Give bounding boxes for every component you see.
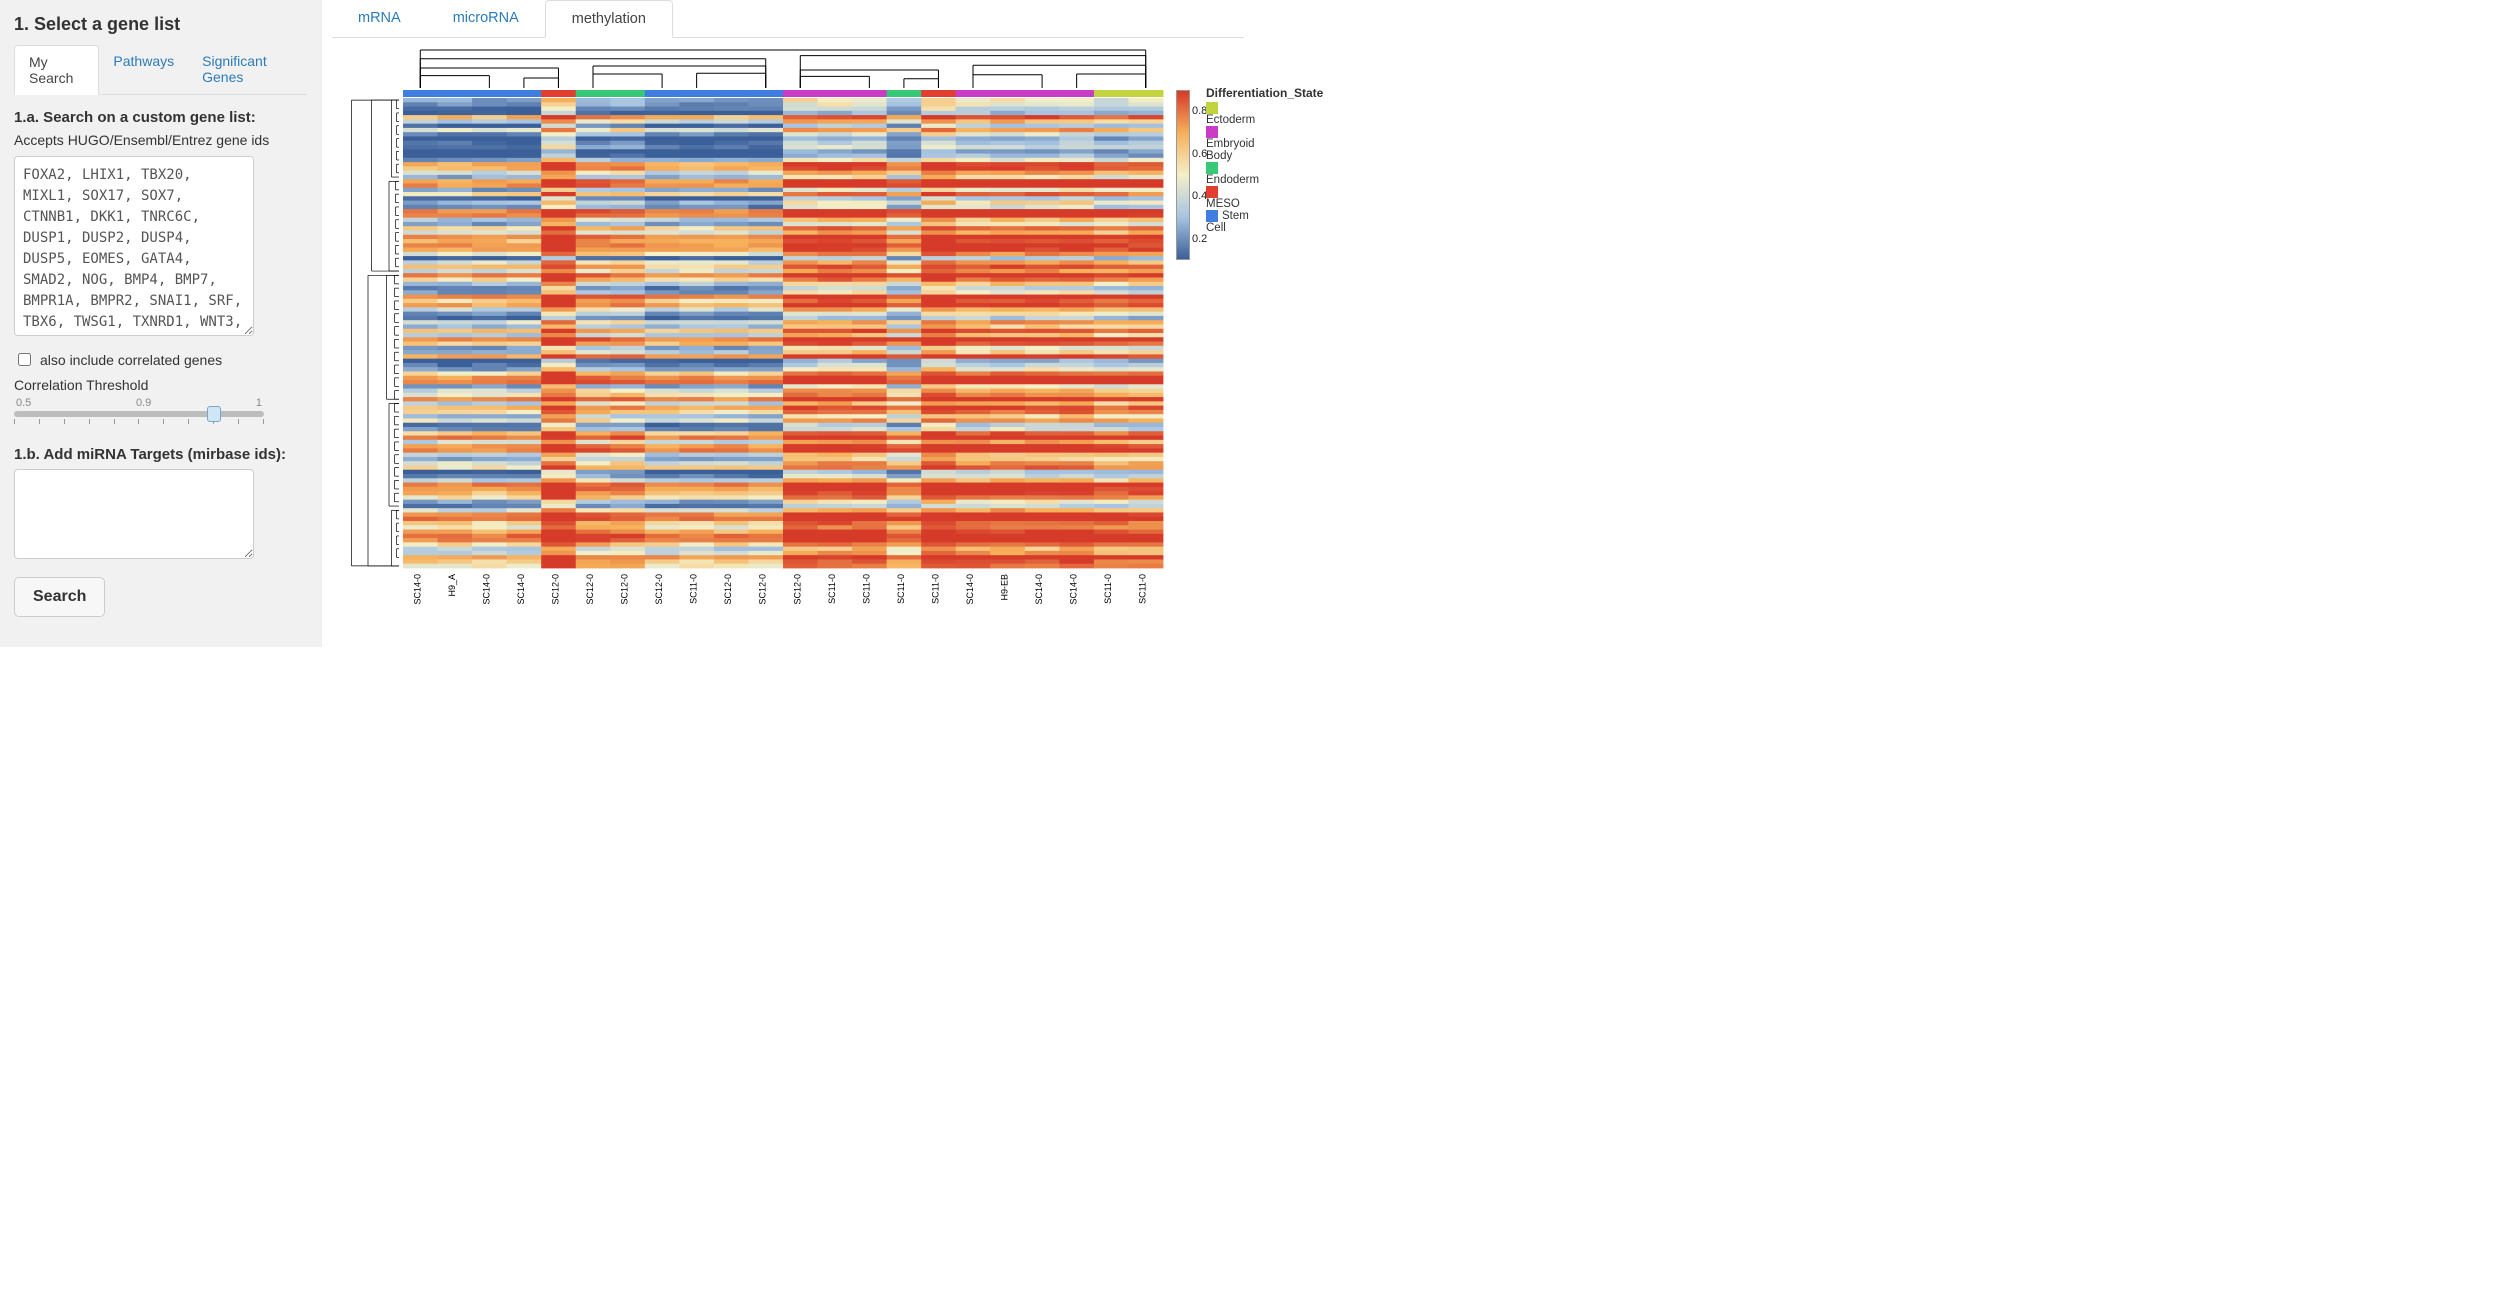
main-tab-methylation[interactable]: methylation: [545, 0, 673, 38]
svg-text:SC12-0: SC12-0: [758, 574, 768, 605]
svg-text:SC12-0: SC12-0: [585, 574, 595, 605]
svg-text:SC14-0: SC14-0: [481, 574, 491, 605]
correlation-threshold-label: Correlation Threshold: [14, 377, 307, 393]
svg-text:H9_A: H9_A: [447, 574, 457, 597]
main-tabs: mRNA microRNA methylation: [332, 0, 1244, 38]
main-tab-microrna[interactable]: microRNA: [427, 0, 545, 37]
svg-text:SC12-0: SC12-0: [620, 574, 630, 605]
section-1b-heading: 1.b. Add miRNA Targets (mirbase ids):: [14, 446, 307, 463]
include-correlated-checkbox[interactable]: [18, 353, 31, 366]
svg-text:SC12-0: SC12-0: [654, 574, 664, 605]
slider-min-label: 0.5: [16, 397, 31, 409]
section-1-title: 1. Select a gene list: [14, 14, 307, 35]
section-1a-heading: 1.a. Search on a custom gene list:: [14, 109, 307, 126]
svg-text:SC11-0: SC11-0: [1103, 574, 1113, 604]
heatmap-container: SC14-0 H9_A SC14-0 SC14-0 SC12-0 SC12-0 SC12-0…: [332, 46, 1252, 628]
colorbar: 0.20.40.60.8: [1176, 90, 1190, 260]
svg-text:SC11-0: SC11-0: [930, 574, 940, 604]
svg-text:SC14-0: SC14-0: [412, 574, 422, 605]
main-tab-mrna[interactable]: mRNA: [332, 0, 427, 37]
annotation-legend: Differentiation_StateEctodermEmbryoid Bo…: [1206, 86, 1252, 234]
include-correlated-text: also include correlated genes: [40, 352, 222, 368]
main-panel: mRNA microRNA methylation SC14-0H9_ASC14…: [322, 0, 1252, 647]
svg-text:SC12-0: SC12-0: [792, 574, 802, 605]
gene-list-textarea[interactable]: [14, 156, 254, 336]
tab-pathways[interactable]: Pathways: [99, 45, 188, 94]
svg-text:SC11-0: SC11-0: [861, 574, 871, 604]
svg-text:SC11-0: SC11-0: [689, 574, 699, 604]
search-button[interactable]: Search: [14, 577, 105, 617]
mirna-textarea[interactable]: [14, 469, 254, 559]
sidebar-tabs: My Search Pathways Significant Genes: [14, 45, 307, 95]
svg-text:H9-EB: H9-EB: [1000, 574, 1010, 601]
slider-max-label: 1: [256, 397, 262, 409]
tab-significant-genes[interactable]: Significant Genes: [188, 45, 307, 94]
svg-text:SC14-0: SC14-0: [516, 574, 526, 605]
svg-text:SC14-0: SC14-0: [1034, 574, 1044, 605]
heatmap-svg: SC14-0 H9_A SC14-0 SC14-0 SC12-0 SC12-0 SC12-0…: [332, 46, 1252, 628]
svg-text:SC12-0: SC12-0: [550, 574, 560, 605]
svg-text:SC11-0: SC11-0: [827, 574, 837, 604]
svg-text:SC14-0: SC14-0: [1069, 574, 1079, 605]
svg-text:SC11-0: SC11-0: [1138, 574, 1148, 604]
gene-input-help: Accepts HUGO/Ensembl/Entrez gene ids: [14, 132, 307, 148]
svg-text:SC11-0: SC11-0: [896, 574, 906, 604]
correlation-slider[interactable]: 0.5 0.9 1: [14, 397, 264, 424]
include-correlated-label[interactable]: also include correlated genes: [14, 350, 307, 369]
slider-thumb[interactable]: [207, 406, 221, 422]
svg-text:SC12-0: SC12-0: [723, 574, 733, 605]
slider-value-label: 0.9: [136, 397, 151, 409]
tab-my-search[interactable]: My Search: [14, 45, 99, 95]
svg-text:SC14-0: SC14-0: [965, 574, 975, 605]
sidebar: 1. Select a gene list My Search Pathways…: [0, 0, 322, 647]
